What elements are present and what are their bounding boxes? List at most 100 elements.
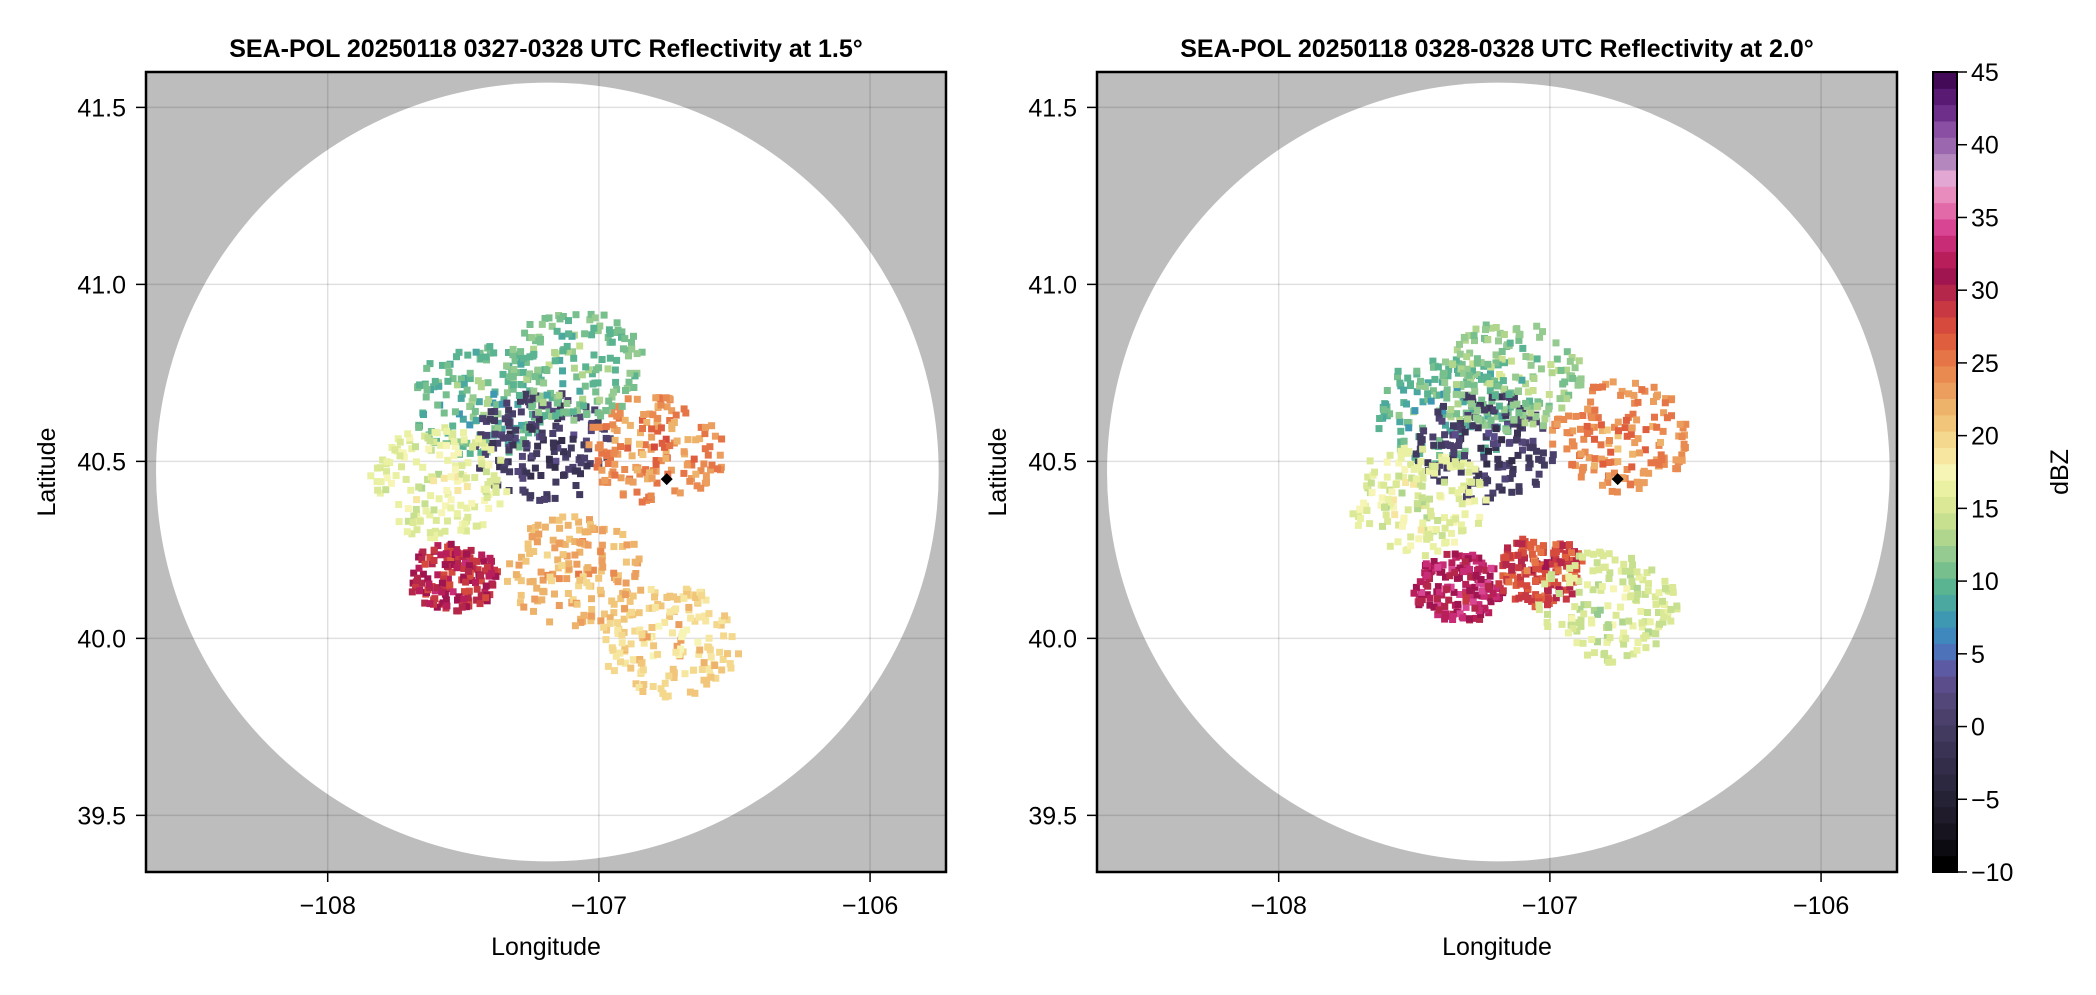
echo-pixel [695, 650, 703, 658]
echo-pixel [564, 348, 572, 356]
echo-pixel [1460, 568, 1468, 576]
echo-pixel [454, 487, 462, 494]
echo-pixel [1669, 584, 1677, 591]
echo-pixel [1465, 332, 1473, 340]
echo-pixel [1610, 585, 1617, 593]
echo-pixel [1574, 376, 1582, 384]
echo-pixel [1662, 395, 1670, 403]
echo-pixel [483, 399, 491, 407]
echo-pixel [717, 621, 725, 629]
echo-pixel [617, 595, 625, 603]
echo-pixel [415, 483, 423, 491]
echo-pixel [451, 473, 459, 481]
echo-pixel [639, 451, 647, 459]
echo-pixel [1519, 535, 1527, 543]
echo-pixel [597, 567, 605, 575]
echo-pixel [1565, 412, 1572, 420]
echo-pixel [551, 349, 559, 356]
echo-pixel [477, 572, 484, 580]
echo-pixel [640, 681, 648, 688]
echo-pixel [517, 381, 525, 388]
echo-pixel [460, 565, 468, 572]
echo-pixel [494, 439, 502, 447]
echo-pixel [696, 435, 704, 443]
echo-pixel [1553, 420, 1561, 428]
echo-pixel [1397, 427, 1405, 435]
echo-pixel [553, 399, 561, 407]
echo-pixel [1486, 387, 1494, 395]
echo-pixel [1461, 511, 1469, 519]
echo-pixel [593, 463, 601, 471]
echo-pixel [1509, 571, 1517, 579]
echo-pixel [425, 580, 433, 588]
echo-pixel [610, 609, 618, 617]
echo-pixel [537, 472, 545, 479]
echo-pixel [1633, 646, 1641, 654]
echo-pixel [576, 342, 584, 350]
echo-pixel [718, 617, 726, 625]
echo-pixel [1401, 466, 1409, 473]
echo-pixel [633, 466, 641, 474]
echo-pixel [581, 454, 589, 462]
echo-pixel [1639, 623, 1646, 631]
echo-pixel [534, 429, 541, 437]
echo-pixel [1475, 479, 1483, 486]
echo-pixel [1577, 425, 1584, 433]
echo-pixel [525, 429, 532, 437]
echo-pixel [432, 516, 440, 524]
echo-pixel [1574, 381, 1582, 389]
echo-pixel [426, 511, 434, 519]
echo-pixel [1590, 550, 1597, 558]
echo-pixel [1682, 420, 1690, 428]
echo-pixel [617, 658, 624, 666]
echo-pixel [1548, 560, 1556, 568]
echo-pixel [1580, 610, 1588, 618]
echo-pixel [1412, 583, 1420, 591]
echo-pixel [1657, 451, 1665, 459]
echo-pixel [1470, 332, 1478, 340]
echo-pixel [631, 572, 639, 580]
echo-pixel [1584, 581, 1591, 589]
echo-pixel [477, 577, 485, 585]
echo-pixel [624, 444, 632, 452]
echo-pixel [1557, 366, 1565, 374]
echo-pixel [1547, 361, 1555, 368]
echo-pixel [1595, 566, 1603, 574]
echo-pixel [605, 326, 613, 334]
echo-pixel [526, 387, 534, 395]
echo-pixel [641, 441, 649, 449]
echo-pixel [406, 434, 413, 442]
colorbar-segment [1933, 202, 1957, 220]
echo-pixel [1573, 627, 1581, 635]
echo-pixel [726, 660, 734, 668]
echo-pixel [1445, 410, 1453, 418]
echo-pixel [597, 548, 605, 556]
echo-pixel [649, 652, 657, 660]
echo-pixel [440, 409, 448, 417]
echo-pixel [646, 469, 654, 477]
echo-pixel [1554, 567, 1562, 575]
echo-pixel [457, 501, 465, 509]
echo-pixel [1524, 596, 1532, 603]
colorbar-segment [1933, 839, 1957, 857]
echo-pixel [661, 693, 669, 701]
colorbar-segment [1933, 855, 1957, 873]
echo-pixel [451, 442, 459, 450]
echo-pixel [419, 463, 427, 471]
echo-pixel [648, 433, 656, 441]
echo-pixel [520, 436, 528, 444]
echo-pixel [554, 556, 562, 564]
echo-pixel [584, 541, 592, 549]
echo-pixel [1467, 573, 1475, 581]
echo-pixel [1539, 595, 1547, 603]
echo-pixel [1477, 444, 1485, 452]
colorbar-segment [1933, 137, 1957, 155]
echo-pixel [1562, 586, 1570, 594]
echo-pixel [1635, 573, 1643, 581]
echo-pixel [724, 650, 731, 658]
echo-pixel [1548, 571, 1556, 579]
echo-pixel [708, 461, 716, 469]
echo-pixel [1478, 587, 1486, 595]
